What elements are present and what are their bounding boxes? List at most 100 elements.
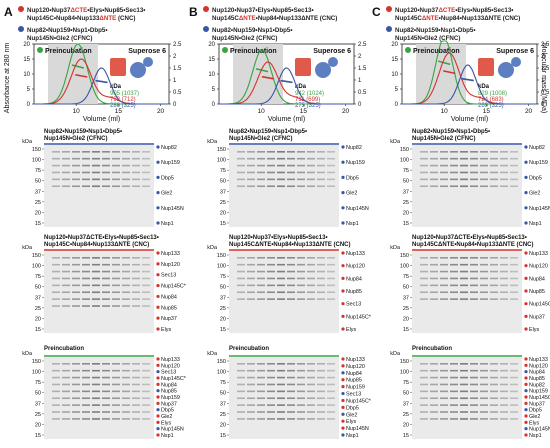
gel-band [92, 397, 100, 400]
gel-band [500, 151, 508, 153]
gel-kda-label: 150 [32, 147, 41, 153]
gel-band [112, 185, 120, 188]
gel-band [450, 277, 458, 280]
y-tick-label: 0 [395, 102, 399, 108]
gel-band [450, 418, 458, 420]
gel-band [132, 298, 140, 300]
gel-band [257, 157, 265, 160]
gel-band [112, 298, 120, 300]
gel-cfnc-title: Nup145N•Gle2 (CFNC) [229, 136, 292, 142]
band-marker-dot [156, 357, 160, 361]
gel-kda-header: kDa [207, 351, 218, 357]
gel-band [92, 257, 100, 259]
gel-band [257, 263, 265, 266]
gel-band [460, 270, 468, 273]
gel-band [327, 418, 335, 420]
gel-band [470, 418, 478, 420]
band-label: Nup84 [161, 294, 177, 300]
gel-band [490, 277, 498, 280]
cfnc-structure-icon [498, 62, 514, 78]
gel-band [52, 270, 60, 273]
legend-blue-dot [203, 26, 209, 32]
band-marker-dot [341, 160, 345, 164]
x-tick-label: 10 [73, 108, 81, 115]
gel-band [52, 305, 60, 307]
gel-band [102, 171, 110, 174]
gel-kda-header: kDa [390, 139, 401, 145]
gel-band [267, 390, 275, 393]
chart-title-blue-line2: Nup145N•Gle2 (CFNC) [395, 35, 460, 42]
gel-band [420, 257, 428, 259]
gel-band [430, 397, 438, 400]
gel-band [132, 257, 140, 259]
y-tick-label: 10 [23, 72, 30, 78]
gel-kda-header: kDa [22, 351, 33, 357]
gel-band [132, 263, 140, 266]
gel-band [307, 291, 315, 294]
band-marker-dot [524, 382, 528, 386]
gel-band [72, 270, 80, 273]
gel-band [52, 376, 60, 379]
y2-tick-label: 1.5 [541, 66, 550, 72]
gel-band [450, 284, 458, 287]
gel-band [307, 383, 315, 386]
gel-band [142, 284, 150, 287]
gel-band [490, 376, 498, 379]
gel-band [112, 171, 120, 174]
gel-band [62, 390, 70, 393]
gel-band [480, 171, 488, 174]
gel-band [500, 363, 508, 365]
gel-band [480, 369, 488, 372]
gel-band [142, 257, 150, 259]
gel-band [440, 270, 448, 273]
gel-kda-label: 100 [32, 264, 41, 270]
gel-band [92, 277, 100, 280]
y2-tick-label: 0.5 [358, 90, 367, 96]
gel-kda-label: 100 [400, 158, 409, 164]
gel-band [237, 298, 245, 300]
gel-band [82, 291, 90, 294]
band-label: Nup159 [161, 160, 180, 166]
band-marker-dot [156, 191, 160, 195]
gel-band [267, 383, 275, 386]
band-marker-dot [341, 433, 345, 437]
band-marker-dot [156, 408, 160, 412]
gel-band [460, 418, 468, 420]
gel-band [267, 284, 275, 287]
chart-title-red-line2-part: Nup145C•Nup84•Nup133 [27, 15, 100, 22]
gel-band [470, 157, 478, 160]
band-label: Dbp5 [346, 175, 359, 181]
gel-band [247, 376, 255, 379]
gel-band [142, 185, 150, 188]
band-label: Gle2 [161, 414, 172, 420]
gel-band [470, 369, 478, 372]
gel-band [317, 157, 325, 160]
gel-band [247, 369, 255, 372]
gel-band [267, 404, 275, 406]
band-label: Nup159 [161, 395, 180, 401]
gel-band [480, 270, 488, 273]
x-tick-label: 20 [525, 108, 533, 115]
y2-tick-label: 0 [358, 102, 362, 108]
gel-band [440, 298, 448, 300]
gel-band [142, 404, 150, 406]
gel-band [510, 277, 518, 280]
cfnc-structure-icon [130, 62, 146, 78]
gel-band [72, 151, 80, 153]
gel-band [257, 404, 265, 406]
legend-red-dot [386, 6, 392, 12]
gel-band [102, 369, 110, 372]
gel-band [62, 164, 70, 167]
y2-tick-label: 2 [358, 54, 362, 60]
band-label: Nup120 [161, 262, 180, 268]
gel-band [327, 291, 335, 294]
gel-band [267, 257, 275, 259]
y2-tick-label: 1 [173, 78, 177, 84]
gel-band [500, 390, 508, 393]
gel-band [327, 263, 335, 266]
gel-band [112, 397, 120, 400]
gel-band [287, 277, 295, 280]
gel-band [510, 383, 518, 386]
gel-band [430, 178, 438, 181]
gel-band [257, 383, 265, 386]
